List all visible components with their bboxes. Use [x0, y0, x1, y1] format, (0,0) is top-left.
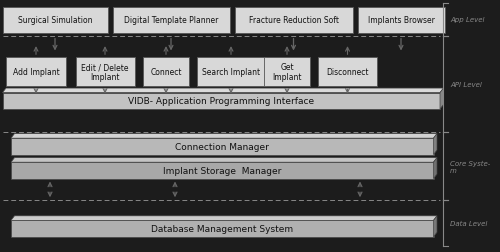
Polygon shape: [434, 216, 437, 237]
Text: API Level: API Level: [450, 81, 482, 87]
Text: VIDB- Application Programming Interface: VIDB- Application Programming Interface: [128, 97, 314, 106]
Text: Implants Browser: Implants Browser: [368, 16, 434, 25]
Text: Digital Template Planner: Digital Template Planner: [124, 16, 218, 25]
Bar: [11, 220, 434, 237]
Text: Connection Manager: Connection Manager: [176, 142, 269, 151]
Text: Edit / Delete
Implant: Edit / Delete Implant: [81, 63, 129, 82]
Text: Core Syste-
m: Core Syste- m: [450, 160, 490, 173]
Text: Search Implant: Search Implant: [202, 68, 260, 77]
Polygon shape: [11, 158, 437, 163]
Bar: [11, 139, 434, 155]
Bar: [2, 93, 440, 110]
Bar: [11, 163, 434, 179]
Text: Surgical Simulation: Surgical Simulation: [18, 16, 92, 25]
Text: Fracture Reduction Soft: Fracture Reduction Soft: [248, 16, 338, 25]
Text: Data Level: Data Level: [450, 220, 488, 226]
Text: App Level: App Level: [450, 17, 484, 23]
Bar: [2, 8, 108, 34]
Bar: [264, 58, 310, 87]
Polygon shape: [11, 134, 437, 139]
Bar: [76, 58, 134, 87]
Bar: [143, 58, 189, 87]
Polygon shape: [11, 216, 437, 220]
Polygon shape: [434, 158, 437, 179]
Text: Disconnect: Disconnect: [326, 68, 368, 77]
Bar: [6, 58, 66, 87]
Polygon shape: [2, 89, 444, 93]
Bar: [112, 8, 230, 34]
Bar: [196, 58, 266, 87]
Bar: [318, 58, 377, 87]
Text: Add Implant: Add Implant: [12, 68, 60, 77]
Text: Get
Implant: Get Implant: [272, 63, 302, 82]
Bar: [235, 8, 352, 34]
Polygon shape: [434, 134, 437, 155]
Text: Connect: Connect: [150, 68, 182, 77]
Bar: [358, 8, 445, 34]
Text: Database Management System: Database Management System: [151, 224, 294, 233]
Text: Implant Storage  Manager: Implant Storage Manager: [163, 166, 282, 175]
Polygon shape: [440, 89, 444, 110]
